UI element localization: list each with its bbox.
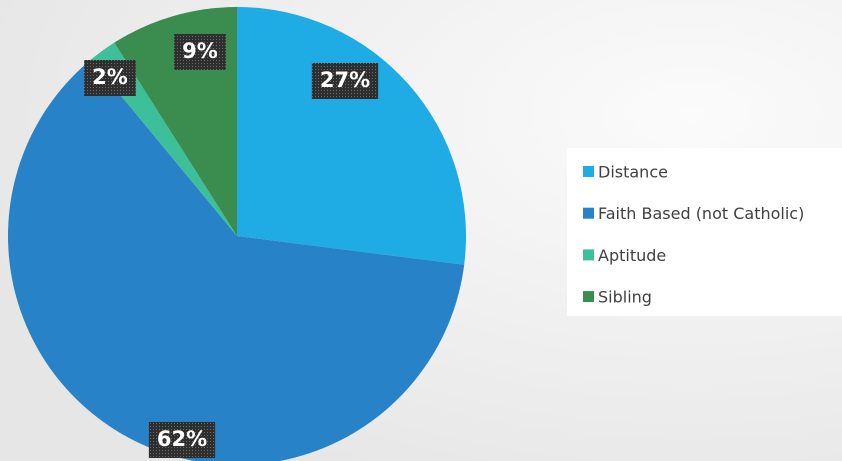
legend-swatch	[583, 207, 594, 219]
data-label-box	[148, 422, 216, 458]
data-label: 27%	[320, 68, 370, 92]
data-label: 9%	[182, 39, 218, 63]
legend: Distance Faith Based (not Catholic) Aptitu…	[583, 163, 804, 307]
data-label: 62%	[157, 427, 207, 451]
pie-slice	[237, 7, 466, 265]
legend-label: Distance	[598, 163, 668, 182]
data-label: 2%	[92, 65, 128, 89]
legend-label: Faith Based (not Catholic)	[598, 204, 804, 223]
data-labels: 27% 62% 2% 9%	[84, 34, 379, 458]
legend-swatch	[583, 166, 594, 177]
legend-swatch	[583, 291, 594, 303]
data-label-box	[174, 34, 226, 70]
legend-swatch	[583, 249, 594, 261]
legend-label: Aptitude	[598, 246, 666, 265]
legend-label: Sibling	[598, 288, 652, 307]
data-label-box	[311, 63, 379, 99]
pie-slice	[8, 59, 465, 461]
legend-box	[567, 148, 842, 316]
data-label-box	[84, 60, 136, 96]
pie	[8, 6, 466, 461]
